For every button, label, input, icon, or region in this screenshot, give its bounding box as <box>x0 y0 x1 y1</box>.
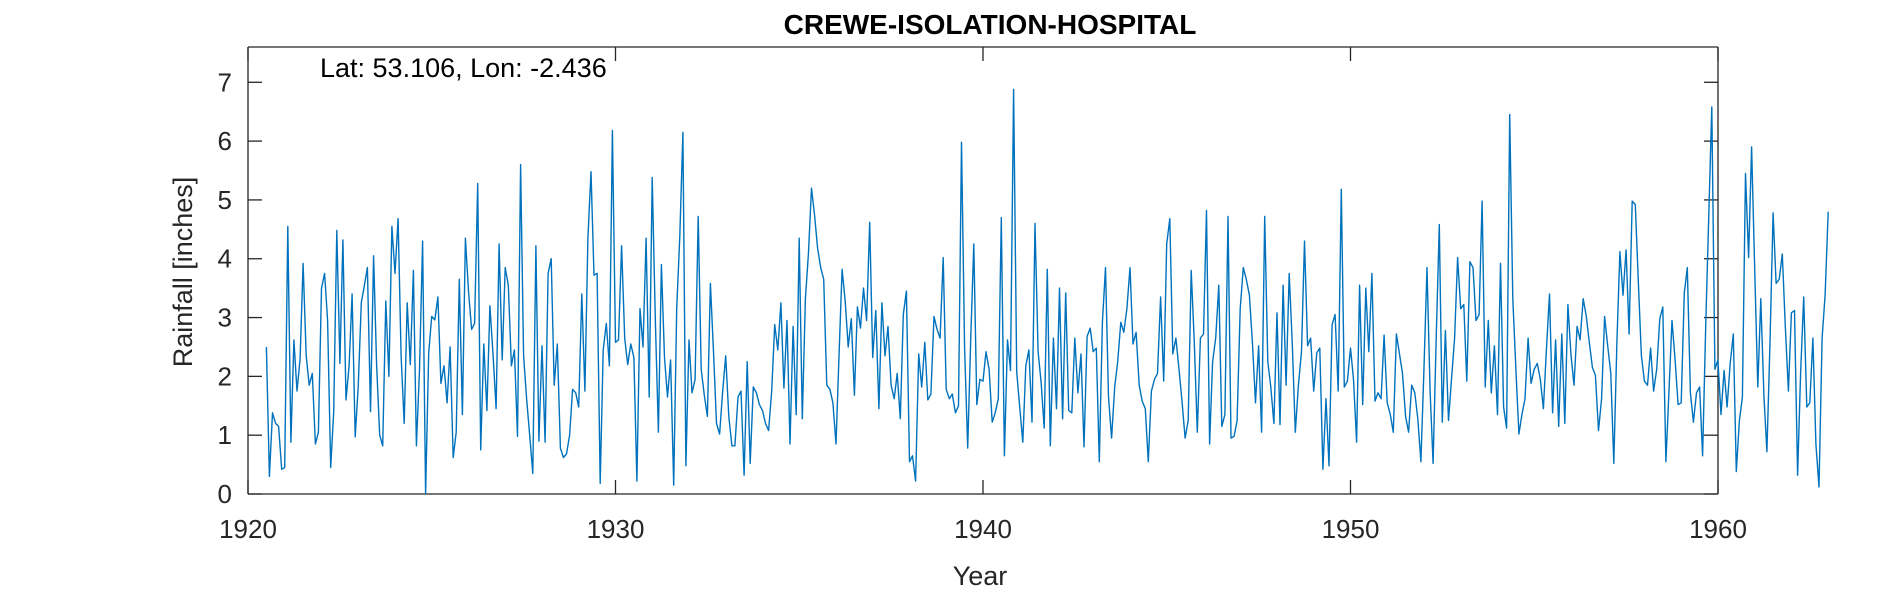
x-tick-label: 1930 <box>587 514 645 544</box>
y-tick-label: 2 <box>218 361 232 391</box>
axes-box <box>247 46 1719 495</box>
y-tick-label: 7 <box>218 67 232 97</box>
y-tick-label: 0 <box>218 479 232 509</box>
y-axis-title: Rainfall [inches] <box>168 177 198 368</box>
x-tick-label: 1960 <box>1689 514 1747 544</box>
x-tick-label: 1920 <box>219 514 277 544</box>
y-tick-label: 1 <box>218 420 232 450</box>
location-annotation: Lat: 53.106, Lon: -2.436 <box>320 53 607 83</box>
y-tick-group: 0 1 2 3 4 5 6 7 <box>218 67 1718 509</box>
x-axis-title: Year <box>953 561 1008 591</box>
y-tick-label: 6 <box>218 126 232 156</box>
y-tick-label: 3 <box>218 303 232 333</box>
rainfall-series-line <box>265 88 1829 495</box>
x-tick-label: 1950 <box>1322 514 1380 544</box>
y-tick-label: 5 <box>218 185 232 215</box>
y-tick-label: 4 <box>218 244 232 274</box>
x-tick-group: 1920 1930 1940 1950 1960 <box>219 47 1747 544</box>
chart-title: CREWE-ISOLATION-HOSPITAL <box>784 9 1197 40</box>
x-tick-label: 1940 <box>954 514 1012 544</box>
